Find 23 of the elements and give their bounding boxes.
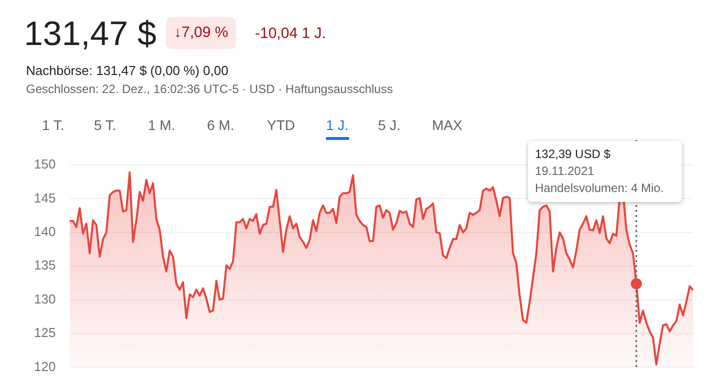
- y-tick-label: 130: [34, 291, 56, 306]
- text: 6 M.: [207, 117, 234, 133]
- text: 1 M.: [148, 117, 176, 133]
- chart-title: 131,47 $: [24, 15, 156, 54]
- y-tick-label: 120: [34, 358, 56, 374]
- text: Geschlossen: 22. Dez., 16:02:36 UTC-5 · USD · Haftungsausschluss: [26, 82, 393, 96]
- y-tick-label: 135: [34, 258, 56, 273]
- y-tick-label: 150: [34, 156, 56, 172]
- text: 5 T.: [94, 117, 116, 133]
- text: 1 J.: [326, 117, 349, 140]
- text: 132,39 USD $: [535, 146, 612, 163]
- text: MAX: [432, 117, 462, 133]
- text: -10,04 1 J.: [255, 25, 326, 42]
- annotation: Handelsvolumen: 4 Mio.: [535, 180, 665, 197]
- annotation: 19.11.2021: [535, 163, 596, 180]
- text: ↓7,09 %: [166, 17, 236, 49]
- y-tick-label: 125: [34, 325, 56, 340]
- text: 5 J.: [378, 117, 401, 133]
- y-tick-label: 145: [34, 190, 56, 206]
- y-tick-label: 140: [34, 224, 56, 239]
- text: YTD: [267, 117, 295, 133]
- chart-subtitle: Nachbörse: 131,47 $ (0,00 %) 0,00: [26, 63, 228, 78]
- text: 1 T.: [42, 117, 64, 133]
